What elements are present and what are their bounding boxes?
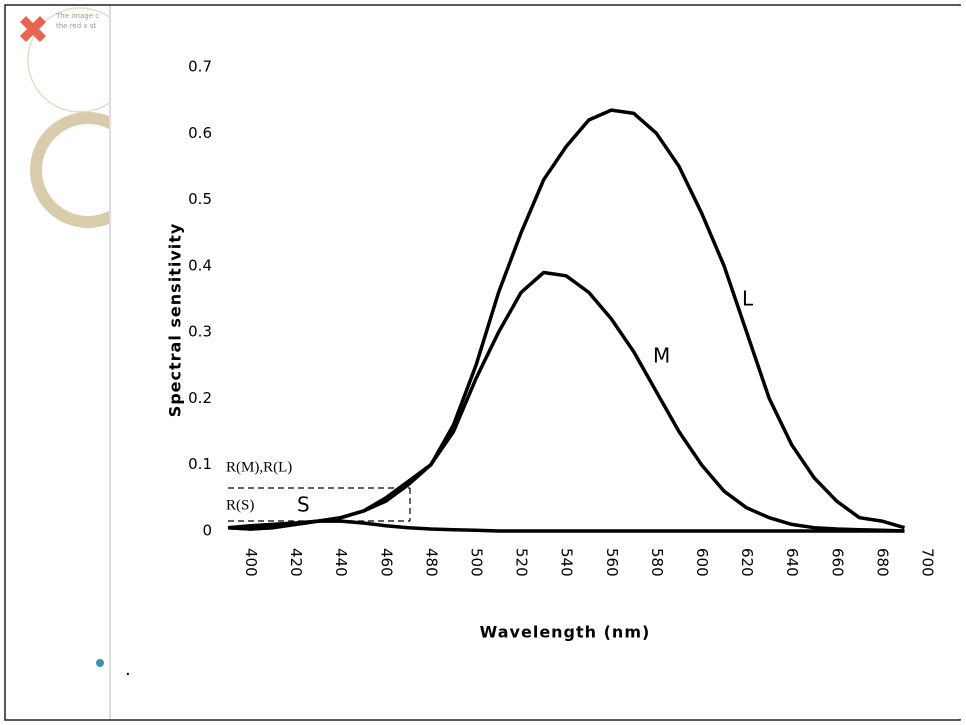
x-tick-label: 640 xyxy=(783,548,801,577)
x-axis-label: Wavelength (nm) xyxy=(480,623,651,642)
x-tick-label: 420 xyxy=(287,548,305,577)
x-tick-label: 620 xyxy=(738,548,756,577)
x-tick-label: 460 xyxy=(377,548,395,577)
x-tick-label: 520 xyxy=(513,548,531,577)
x-tick-label: 680 xyxy=(873,548,891,577)
line-series xyxy=(227,270,905,533)
x-tick-label: 700 xyxy=(919,548,937,577)
bullet xyxy=(96,659,104,667)
series-label: S xyxy=(297,493,310,517)
x-tick-label: 480 xyxy=(422,548,440,577)
series-label: L xyxy=(742,287,754,311)
broken-image-text: the red x st xyxy=(56,22,96,30)
broken-image-icon xyxy=(20,16,46,42)
bullet-text: . xyxy=(125,659,131,680)
series-label: M xyxy=(653,344,670,368)
content-area xyxy=(110,6,961,719)
x-tick-label: 600 xyxy=(693,548,711,577)
x-tick-label: 580 xyxy=(648,548,666,577)
x-tick-label: 560 xyxy=(603,548,621,577)
y-tick-label: 0.1 xyxy=(188,455,212,473)
annotation: R(M),R(L) xyxy=(226,459,292,475)
x-tick-label: 400 xyxy=(242,548,260,577)
x-tick-label: 540 xyxy=(558,548,576,577)
broken-image-text: The image c xyxy=(55,12,99,20)
x-tick-label: 660 xyxy=(828,548,846,577)
line-series xyxy=(227,519,905,533)
x-tick-label: 500 xyxy=(468,548,486,577)
y-tick-label: 0.3 xyxy=(188,323,212,341)
y-axis-label: Spectral sensitivity xyxy=(166,223,185,418)
y-tick-label: 0.2 xyxy=(188,389,212,407)
x-tick-label: 440 xyxy=(332,548,350,577)
y-tick-label: 0.5 xyxy=(188,190,212,208)
annotation: R(S) xyxy=(226,497,254,513)
y-tick-label: 0.4 xyxy=(188,256,212,274)
y-tick-label: 0.7 xyxy=(188,58,212,76)
y-tick-label: 0 xyxy=(202,522,212,540)
y-tick-label: 0.6 xyxy=(188,124,212,142)
